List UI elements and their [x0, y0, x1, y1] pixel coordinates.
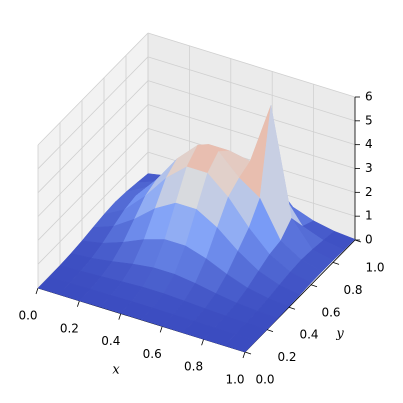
- grid-line: [147, 56, 356, 122]
- tick-mark: [35, 287, 39, 295]
- z-tick-label: 5: [365, 113, 373, 127]
- x-tick-label: 0.2: [60, 321, 79, 335]
- grid-line: [147, 80, 356, 146]
- grid-line: [147, 104, 356, 169]
- tick-mark: [201, 339, 204, 346]
- z-tick-label: 6: [365, 90, 373, 104]
- tick-mark: [332, 262, 340, 265]
- y-tick-label: 0.2: [277, 350, 296, 364]
- x-tick-label: 0.6: [143, 347, 162, 361]
- grid-line: [37, 128, 149, 241]
- z-tick-label: 1: [365, 209, 373, 223]
- z-tick-label: 0: [365, 233, 373, 247]
- x-tick-label: 0.4: [101, 334, 120, 348]
- z-tick-label: 3: [365, 161, 373, 175]
- grid-line: [37, 104, 149, 217]
- tick-mark: [77, 300, 80, 307]
- tick-mark: [288, 306, 296, 310]
- grid-line: [37, 80, 149, 193]
- tick-mark: [266, 329, 274, 332]
- z-tick-label: 2: [365, 185, 373, 199]
- x-tick-label: 0.0: [18, 309, 37, 323]
- y-tick-label: 1.0: [365, 261, 384, 275]
- z-tick-label: 4: [365, 137, 373, 151]
- tick-mark: [242, 351, 246, 359]
- tick-mark: [118, 313, 122, 320]
- grid-line: [37, 32, 149, 146]
- y-tick-label: 0.4: [299, 328, 318, 342]
- y-tick-label: 0.8: [343, 283, 362, 297]
- x-axis-label: x: [112, 363, 120, 378]
- surface-patch: [223, 334, 257, 353]
- tick-mark: [159, 326, 163, 333]
- x-tick-label: 1.0: [225, 373, 244, 387]
- y-tick-label: 0.0: [255, 373, 274, 387]
- x-tick-label: 0.8: [184, 360, 203, 374]
- grid-line: [37, 151, 149, 265]
- tick-mark: [244, 351, 252, 355]
- y-axis-label: y: [335, 327, 344, 342]
- tick-mark: [310, 284, 318, 288]
- y-tick-label: 0.6: [321, 305, 340, 319]
- grid-line: [147, 32, 356, 98]
- grid-line: [37, 56, 149, 170]
